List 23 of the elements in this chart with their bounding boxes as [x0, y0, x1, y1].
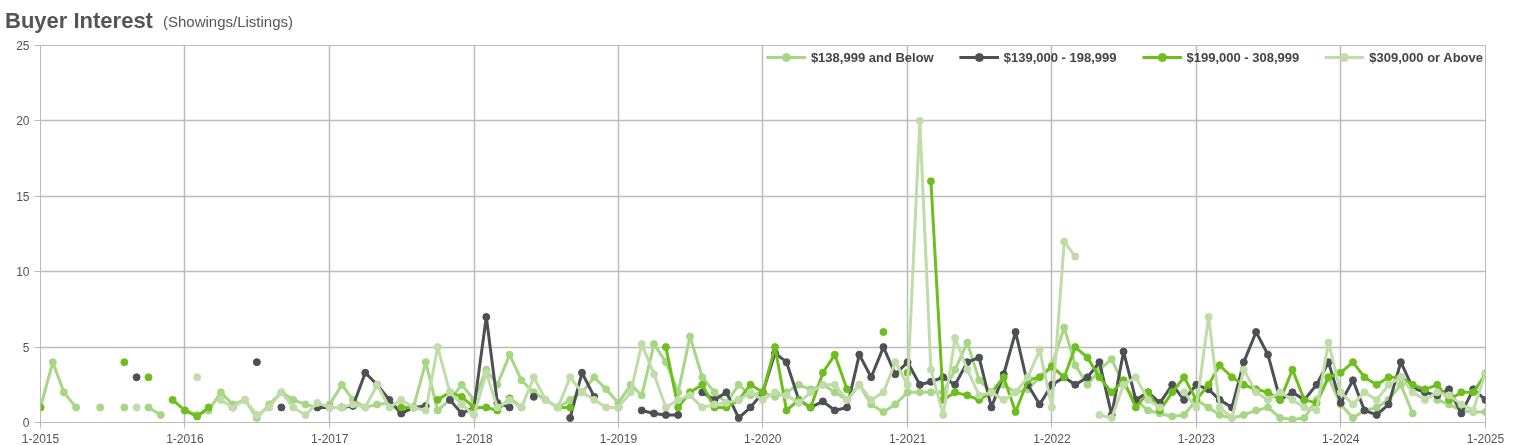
x-tick-label: 1-2018 [455, 431, 494, 445]
legend-label: $309,000 or Above [1369, 49, 1483, 65]
y-tick-label: 20 [16, 114, 30, 129]
x-tick-label: 1-2017 [310, 431, 349, 445]
y-tick-label: 5 [22, 340, 30, 355]
chart-title: Buyer Interest [5, 7, 153, 35]
x-tick-label: 1-2025 [1466, 431, 1505, 445]
x-tick-label: 1-2021 [888, 431, 927, 445]
y-tick-label: 25 [16, 39, 30, 53]
y-tick-label: 10 [16, 265, 30, 280]
x-tick-label: 1-2024 [1322, 431, 1360, 445]
x-tick-label: 1-2016 [166, 431, 204, 445]
y-tick-label: 0 [22, 416, 30, 430]
x-tick-label: 1-2022 [1033, 431, 1071, 445]
chart-subtitle: (Showings/Listings) [162, 12, 294, 32]
legend-label: $139,000 - 198,999 [1003, 49, 1117, 65]
legend-label: $138,999 and Below [810, 49, 934, 65]
legend-label: $199,000 - 308,999 [1186, 49, 1300, 65]
x-tick-label: 1-2015 [21, 431, 60, 445]
y-tick-label: 15 [16, 189, 30, 204]
x-tick-label: 1-2020 [744, 431, 782, 445]
x-tick-label: 1-2019 [599, 431, 638, 445]
x-tick-label: 1-2023 [1177, 431, 1216, 445]
